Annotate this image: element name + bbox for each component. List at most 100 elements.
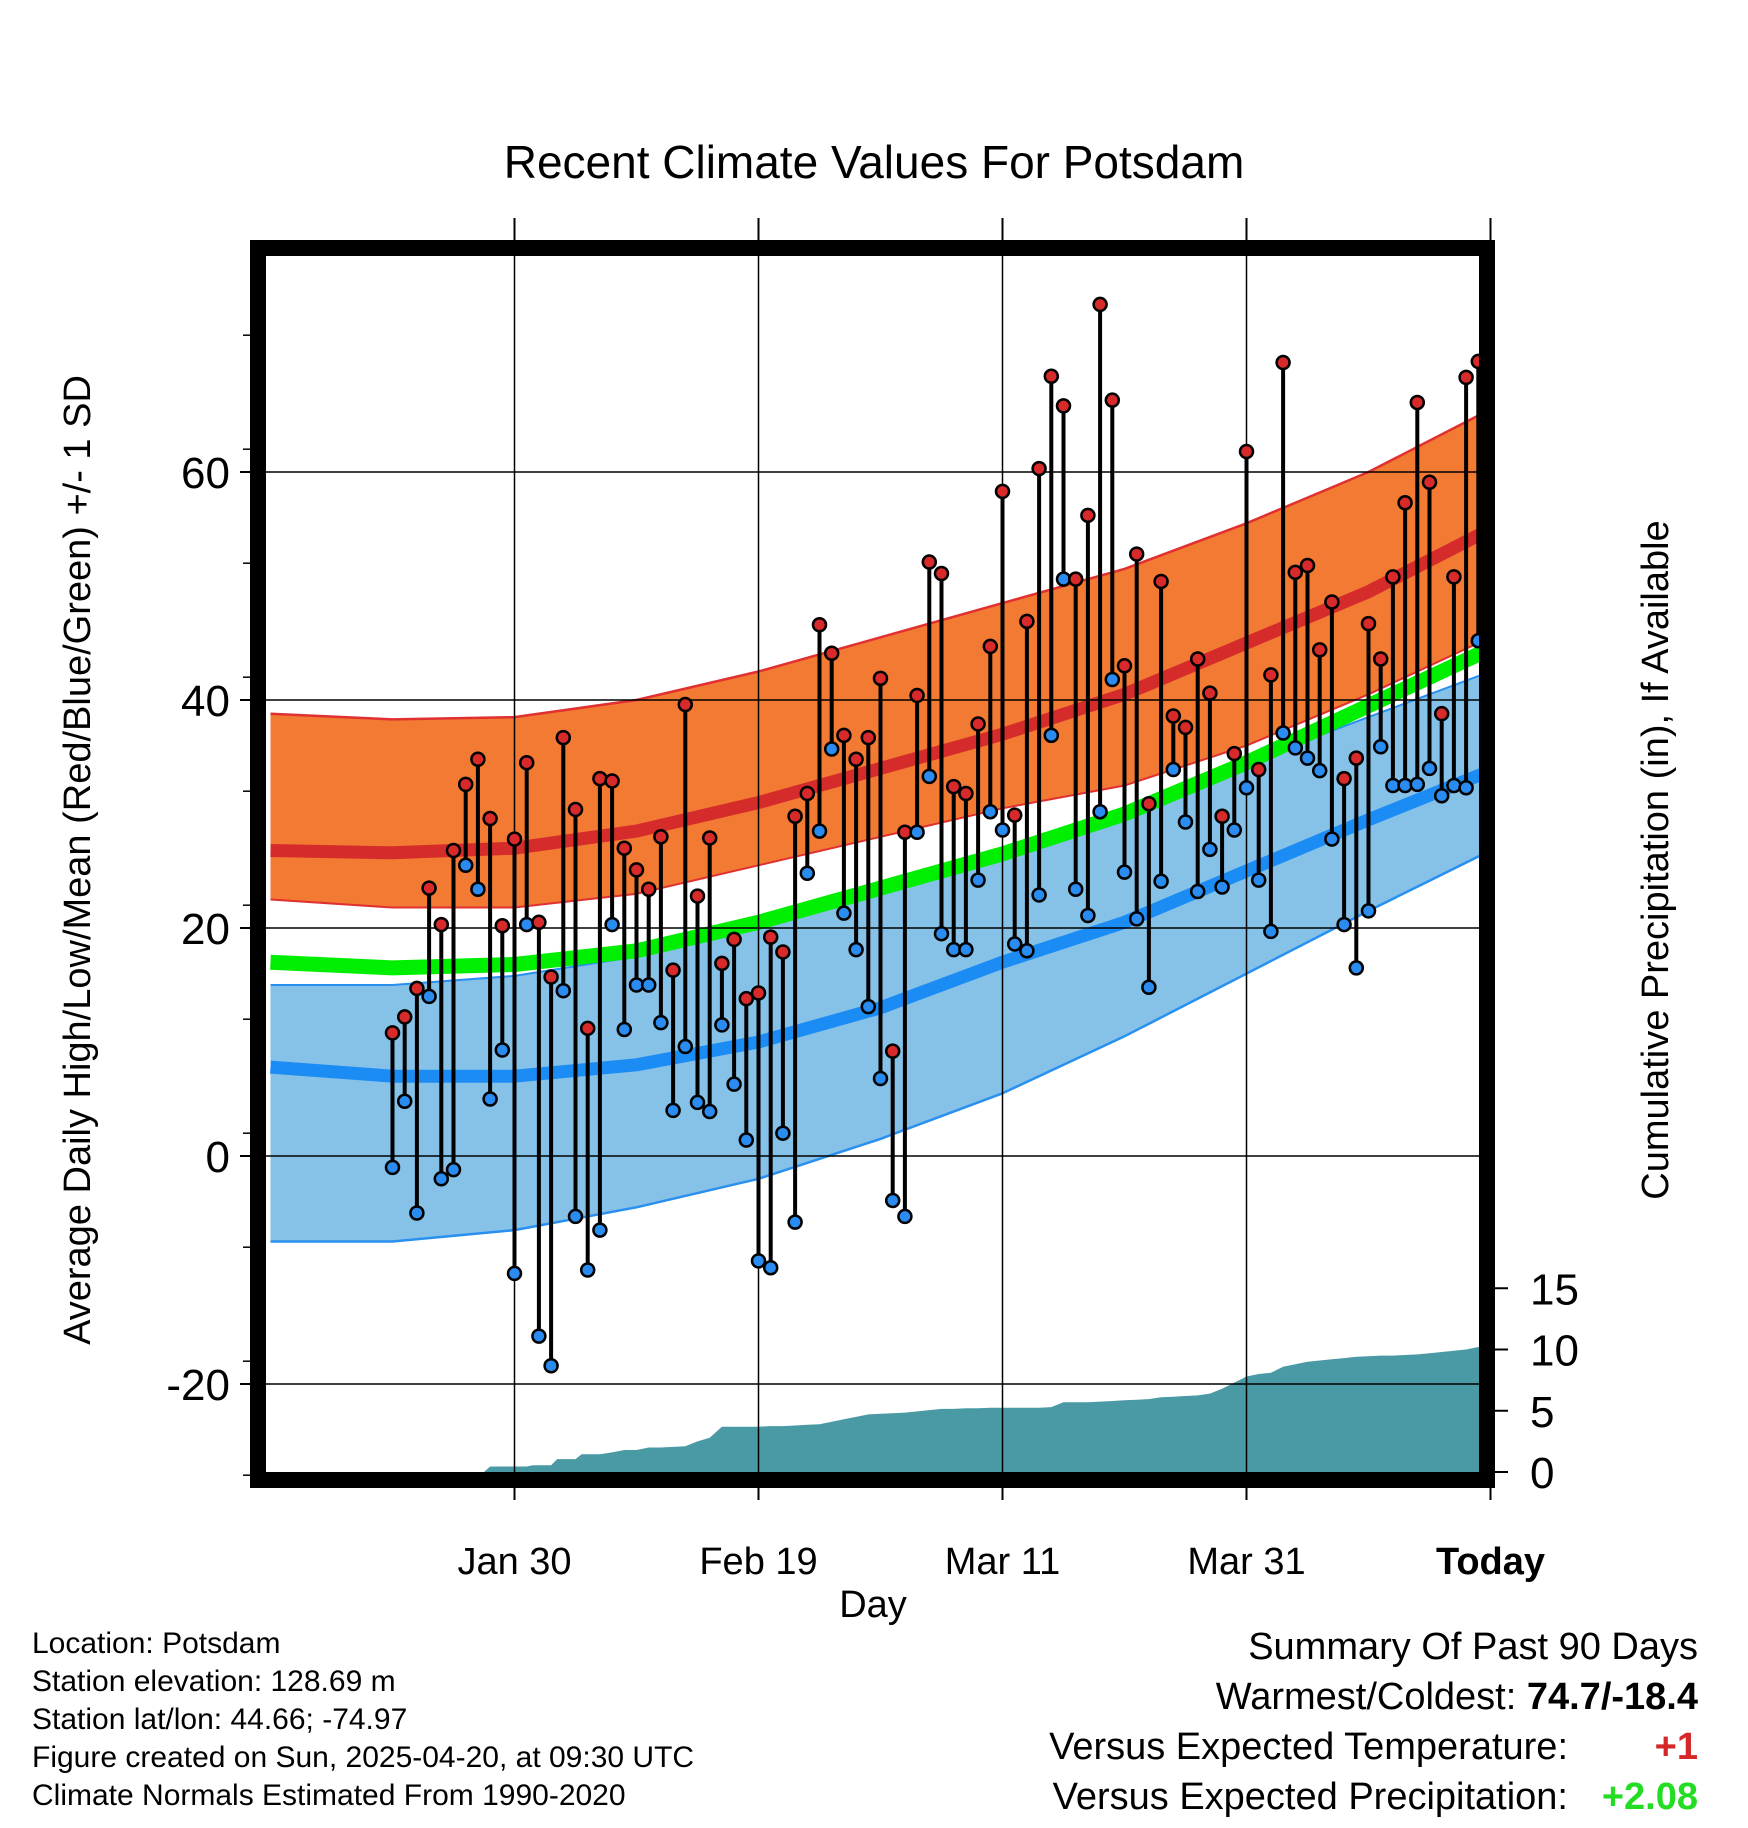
daily-high-point xyxy=(1311,642,1328,658)
x-tick-label: Mar 11 xyxy=(945,1541,1060,1583)
daily-high-point xyxy=(836,727,852,744)
daily-low-point xyxy=(1263,923,1279,940)
precip-value: +2.08 xyxy=(1601,1776,1698,1818)
daily-high-point xyxy=(579,1020,596,1037)
daily-high-point xyxy=(1275,354,1291,371)
daily-low-point xyxy=(1214,879,1230,895)
precip-label: Versus Expected Precipitation: xyxy=(1052,1776,1568,1818)
daily-high-point xyxy=(1421,474,1438,491)
temp-label: Versus Expected Temperature: xyxy=(1049,1726,1568,1768)
daily-low-point xyxy=(1116,864,1133,880)
daily-high-point xyxy=(970,716,986,732)
daily-low-point xyxy=(640,977,657,993)
precip-area xyxy=(270,1347,1479,1472)
daily-high-point xyxy=(994,483,1011,500)
daily-low-point xyxy=(750,1253,767,1269)
daily-high-point xyxy=(1372,651,1389,667)
daily-high-point xyxy=(1470,353,1479,370)
daily-low-point xyxy=(1324,831,1340,847)
daily-low-point xyxy=(1348,960,1365,976)
y-tick-label-left: 60 xyxy=(181,449,230,498)
daily-high-point xyxy=(701,830,718,846)
daily-high-point xyxy=(762,929,779,945)
daily-high-point xyxy=(445,842,462,859)
low-sd-band xyxy=(270,675,1479,1242)
daily-high-point xyxy=(518,754,535,771)
daily-low-point xyxy=(421,988,437,1005)
daily-high-point xyxy=(1177,719,1194,736)
high-sd-band xyxy=(270,415,1479,908)
daily-low-point xyxy=(897,1208,913,1225)
daily-high-point xyxy=(470,751,486,768)
daily-high-point xyxy=(714,955,730,972)
daily-low-point xyxy=(579,1262,596,1278)
daily-low-point xyxy=(921,768,938,785)
y-tick-label-right: 15 xyxy=(1530,1265,1579,1314)
daily-low-point xyxy=(1311,762,1328,779)
y-axis-label-right: Cumulative Precipitation (in), If Availa… xyxy=(1635,520,1677,1199)
daily-high-point xyxy=(823,645,840,662)
daily-high-point xyxy=(1165,708,1182,724)
daily-low-point xyxy=(470,881,486,897)
daily-low-point xyxy=(1177,814,1194,830)
daily-low-point xyxy=(909,824,925,840)
daily-high-point xyxy=(482,810,498,827)
extremes-value: 74.7/-18.4 xyxy=(1526,1676,1698,1718)
daily-high-point xyxy=(1067,571,1084,587)
daily-high-point xyxy=(799,785,816,802)
y-tick-label-right: 0 xyxy=(1530,1449,1554,1498)
daily-low-point xyxy=(555,982,572,999)
daily-low-point xyxy=(726,1076,742,1092)
daily-low-point xyxy=(689,1094,706,1111)
daily-high-point xyxy=(677,696,694,713)
daily-high-point xyxy=(1287,564,1304,581)
daily-high-point xyxy=(1250,761,1267,778)
daily-low-point xyxy=(1202,841,1218,858)
daily-low-point xyxy=(1153,873,1169,890)
daily-low-point xyxy=(1104,671,1121,688)
daily-high-point xyxy=(884,1043,901,1059)
daily-low-point xyxy=(494,1042,511,1058)
daily-low-point xyxy=(1409,776,1426,793)
daily-low-point xyxy=(860,998,877,1015)
daily-low-point xyxy=(1433,788,1450,804)
daily-low-point xyxy=(409,1205,425,1221)
daily-high-point xyxy=(982,638,999,655)
daily-high-point xyxy=(1031,460,1047,477)
daily-high-point xyxy=(872,670,889,687)
daily-high-point xyxy=(433,916,450,933)
daily-low-point xyxy=(775,1125,791,1141)
daily-high-point xyxy=(1226,745,1243,762)
daily-high-point xyxy=(421,880,437,896)
daily-high-point xyxy=(1446,569,1462,585)
daily-low-point xyxy=(714,1017,730,1033)
daily-low-point xyxy=(384,1159,401,1176)
x-tick-label: Mar 31 xyxy=(1187,1541,1305,1583)
daily-high-point xyxy=(1348,750,1365,766)
x-tick-label: Jan 30 xyxy=(457,1541,571,1583)
daily-high-point xyxy=(1433,705,1450,722)
daily-high-point xyxy=(1153,573,1169,590)
daily-low-point xyxy=(836,905,852,921)
daily-high-point xyxy=(1299,557,1316,574)
daily-low-point xyxy=(1372,738,1389,755)
daily-high-point xyxy=(933,565,950,582)
daily-high-point xyxy=(604,773,620,789)
daily-low-point xyxy=(1019,943,1035,959)
daily-low-point xyxy=(1238,780,1255,796)
temp-value: +1 xyxy=(1654,1726,1698,1768)
daily-low-point xyxy=(1043,727,1060,744)
daily-high-point xyxy=(848,751,864,768)
daily-low-point xyxy=(811,823,828,839)
daily-low-point xyxy=(958,941,974,958)
daily-low-point xyxy=(1470,632,1479,649)
summary-panel: Summary Of Past 90 Days Warmest/Coldest:… xyxy=(1049,1622,1698,1822)
y-tick-label-left: 20 xyxy=(181,905,230,954)
x-axis-label: Day xyxy=(839,1584,907,1625)
daily-low-point xyxy=(653,1014,669,1031)
y-tick-label-right: 5 xyxy=(1530,1388,1554,1437)
normal-low-line xyxy=(270,768,1479,1083)
daily-low-point xyxy=(457,857,474,874)
daily-low-point xyxy=(1141,979,1157,996)
daily-low-point xyxy=(1275,725,1291,741)
